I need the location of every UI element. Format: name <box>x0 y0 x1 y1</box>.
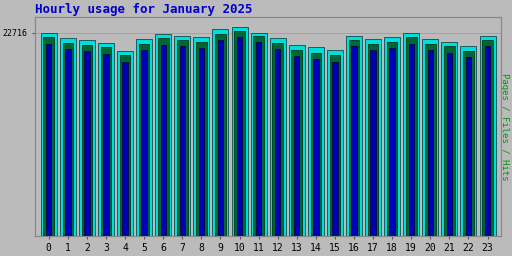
Bar <box>199 48 204 236</box>
Bar <box>463 51 474 236</box>
Bar <box>482 40 493 236</box>
Bar <box>46 44 51 236</box>
Bar <box>250 33 267 236</box>
Bar <box>441 42 457 236</box>
Bar <box>428 50 433 236</box>
Bar <box>237 37 242 236</box>
Bar <box>253 36 264 236</box>
Bar <box>327 50 343 236</box>
Bar <box>84 51 90 236</box>
Bar <box>155 34 171 236</box>
Bar <box>62 43 73 236</box>
Bar <box>446 53 452 236</box>
Bar <box>256 42 261 236</box>
Bar <box>60 38 76 236</box>
Bar <box>390 48 395 236</box>
Bar <box>444 46 455 236</box>
Bar <box>330 55 340 236</box>
Bar <box>272 43 283 236</box>
Bar <box>313 59 318 236</box>
Bar <box>308 47 324 236</box>
Bar <box>480 36 496 236</box>
Bar <box>368 44 378 236</box>
Bar <box>161 45 166 236</box>
Bar <box>174 36 190 236</box>
Bar <box>122 61 128 236</box>
Bar <box>365 39 381 236</box>
Bar <box>346 36 362 236</box>
Bar <box>81 45 92 236</box>
Bar <box>275 49 281 236</box>
Bar <box>460 46 477 236</box>
Bar <box>387 42 397 236</box>
Bar <box>349 40 359 236</box>
Bar <box>65 49 71 236</box>
Bar <box>139 44 150 236</box>
Bar <box>177 40 188 236</box>
Bar <box>384 37 400 236</box>
Bar <box>120 55 131 236</box>
Y-axis label: Pages / Files / Hits: Pages / Files / Hits <box>500 72 509 180</box>
Bar <box>79 40 95 236</box>
Text: Hourly usage for January 2025: Hourly usage for January 2025 <box>35 3 253 16</box>
Bar <box>103 54 109 236</box>
Bar <box>310 53 321 236</box>
Bar <box>196 42 207 236</box>
Bar <box>44 37 54 236</box>
Bar <box>212 29 228 236</box>
Bar <box>409 44 414 236</box>
Bar <box>351 46 357 236</box>
Bar <box>406 37 417 236</box>
Bar <box>194 37 209 236</box>
Bar <box>403 33 419 236</box>
Bar <box>370 50 376 236</box>
Bar <box>136 39 152 236</box>
Bar <box>422 39 438 236</box>
Bar <box>141 50 147 236</box>
Bar <box>270 38 286 236</box>
Bar <box>289 45 305 236</box>
Bar <box>466 57 471 236</box>
Bar <box>485 46 490 236</box>
Bar <box>98 43 114 236</box>
Bar <box>180 46 185 236</box>
Bar <box>332 61 337 236</box>
Bar <box>215 34 226 236</box>
Bar <box>101 47 111 236</box>
Bar <box>41 33 57 236</box>
Bar <box>234 31 245 236</box>
Bar <box>291 50 302 236</box>
Bar <box>425 44 436 236</box>
Bar <box>231 27 247 236</box>
Bar <box>218 40 223 236</box>
Bar <box>294 56 300 236</box>
Bar <box>158 38 168 236</box>
Bar <box>117 51 133 236</box>
